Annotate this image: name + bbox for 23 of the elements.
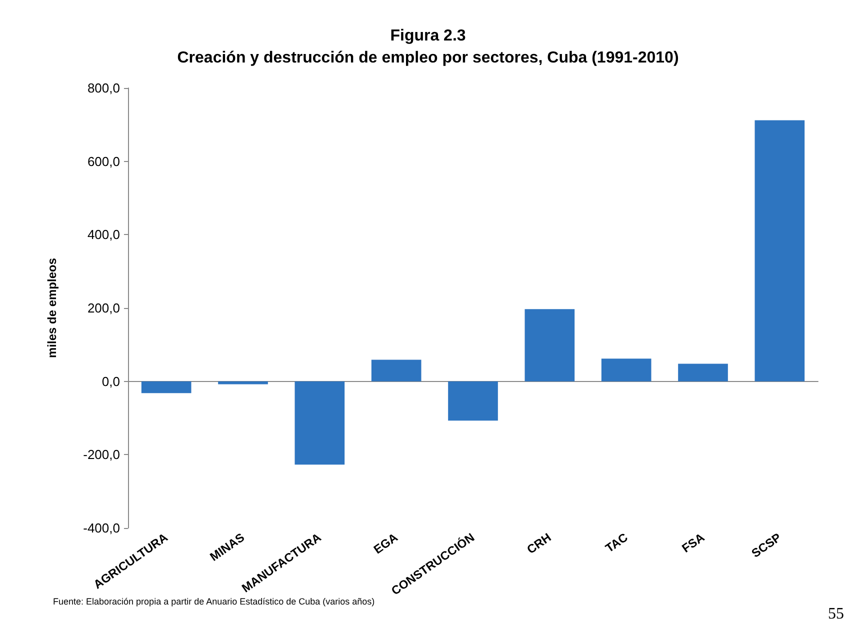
bar (601, 358, 652, 382)
bar (754, 120, 805, 382)
x-tick-label: CRH (524, 530, 554, 557)
y-tick-label: -200,0 (83, 447, 120, 462)
y-tick-label: -400,0 (83, 520, 120, 536)
bar (524, 309, 575, 382)
bar (678, 364, 728, 382)
y-tick-label: 800,0 (87, 80, 120, 96)
text: 55 (828, 606, 844, 622)
y-tick-label: 600,0 (87, 154, 120, 169)
x-tick-label: FSA (679, 530, 708, 556)
bar (218, 381, 268, 384)
y-tick-label: 400,0 (87, 227, 120, 242)
y-tick-label: 200,0 (87, 300, 120, 316)
chart-title: Figura 2.3 Creación y destrucción de empleo por sectores, Cuba (1991-2010) (177, 28, 679, 66)
bar (141, 381, 192, 394)
bar (371, 360, 422, 382)
bar (294, 381, 345, 465)
y-tick-label: 0,0 (102, 374, 120, 389)
source-note: Fuente: Elaboración propia a partir de Anuario Estadístico de Cuba (varios años) (53, 596, 375, 606)
bar (448, 381, 498, 421)
y-axis-title: miles de empleos (45, 258, 59, 358)
x-tick-label: TAC (602, 530, 631, 556)
